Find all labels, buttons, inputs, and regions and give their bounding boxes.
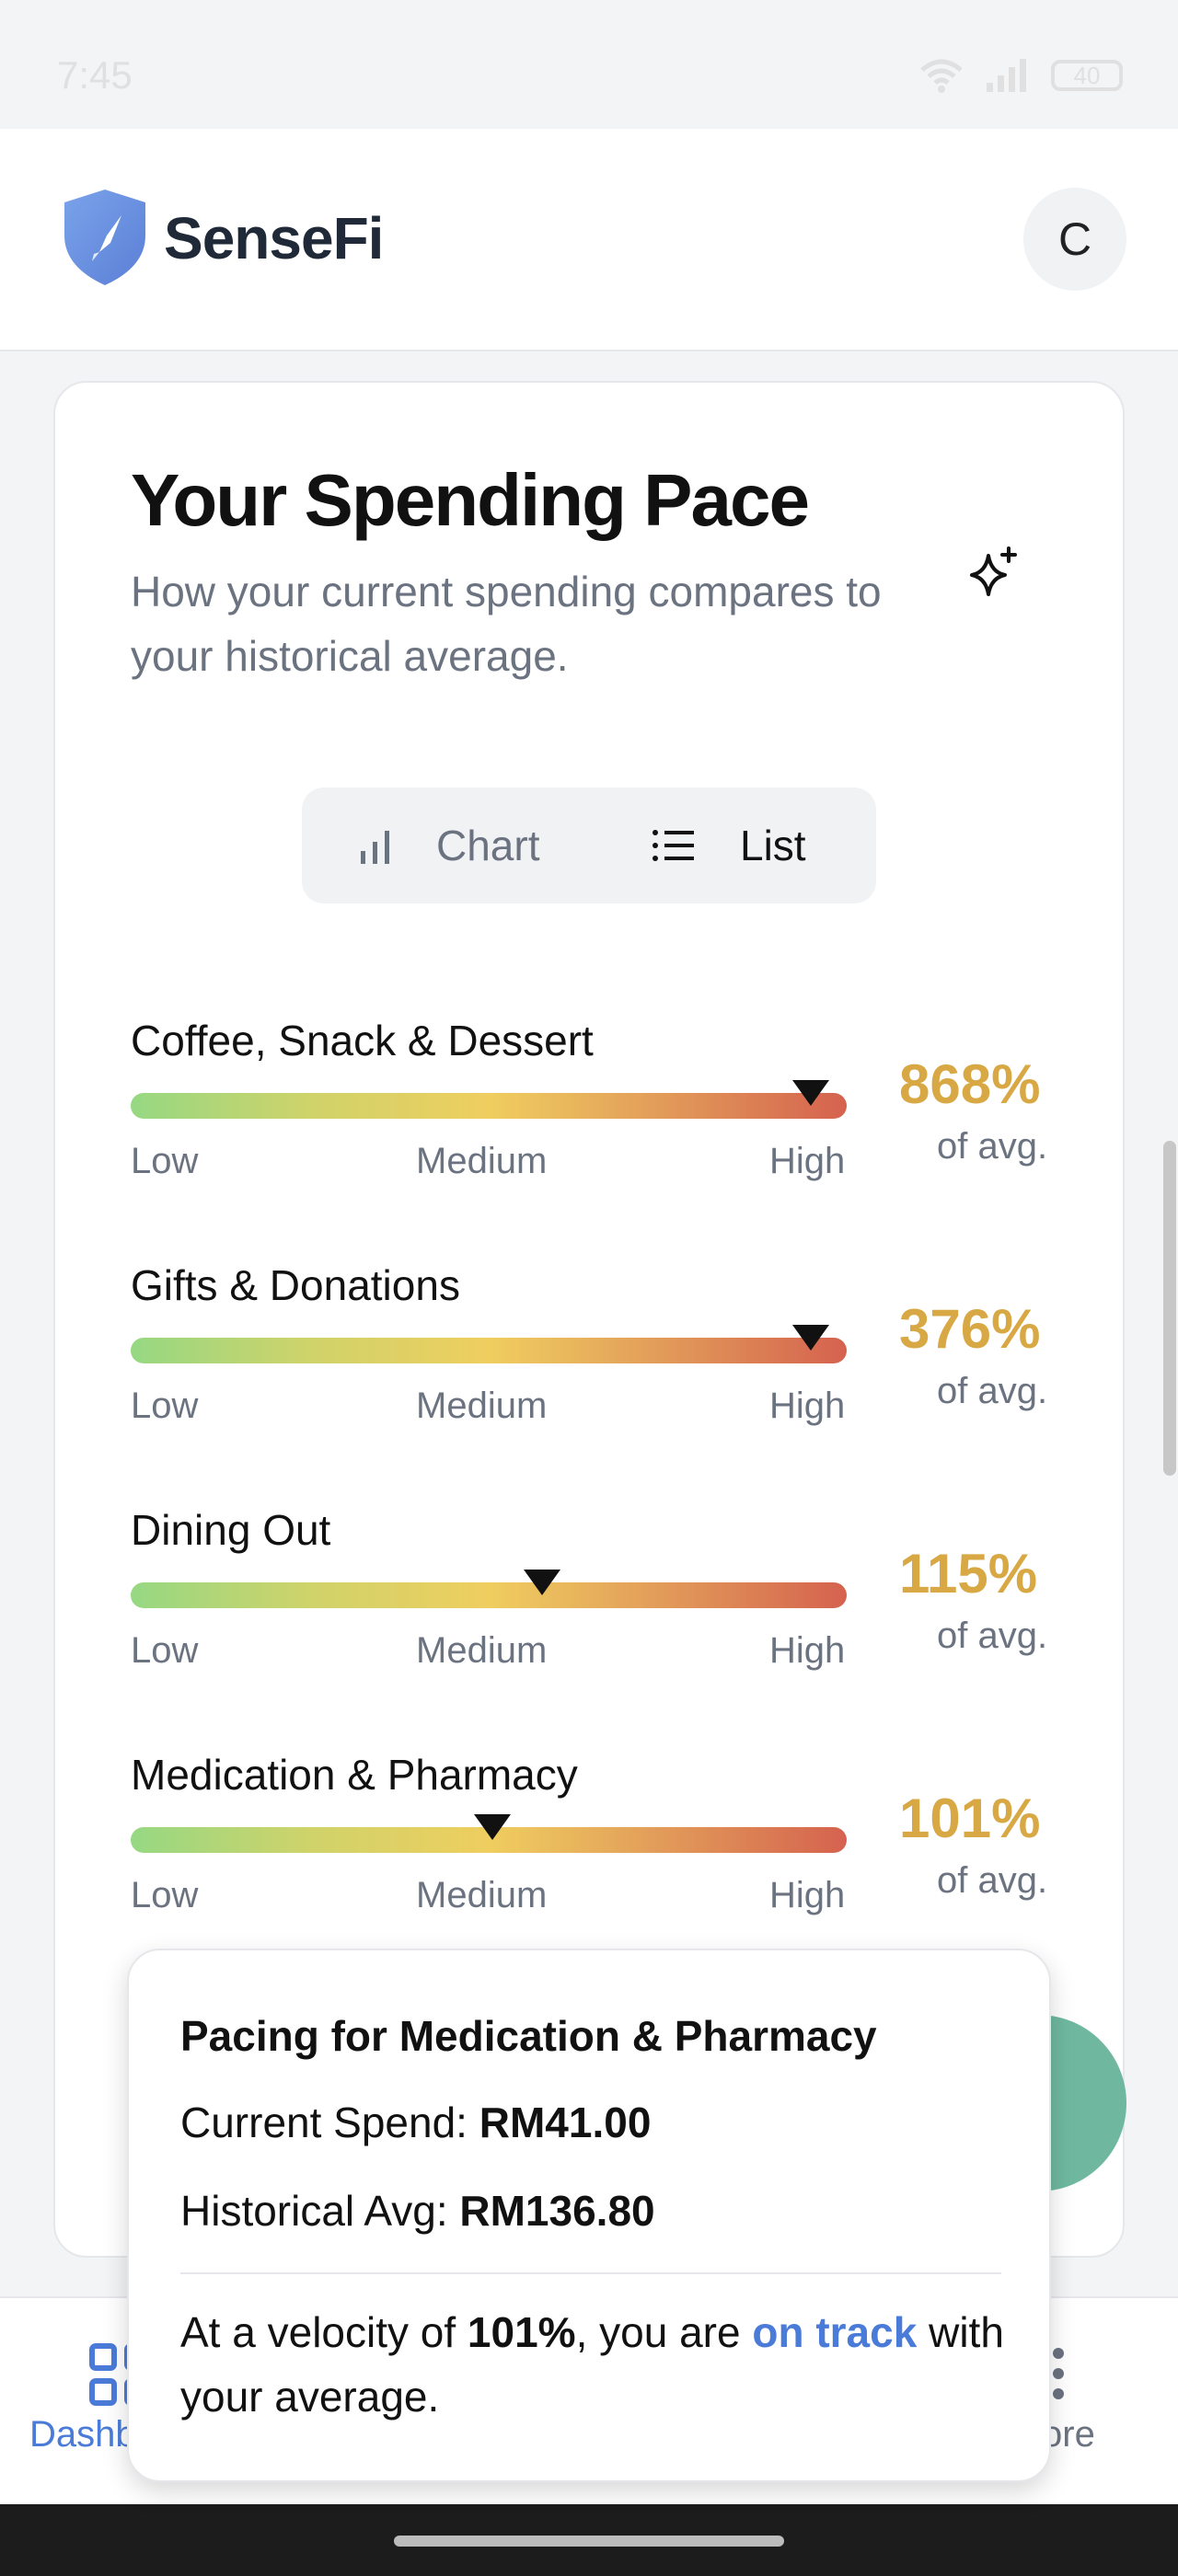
- battery-icon: 40: [1051, 60, 1123, 91]
- of-avg-label: of avg.: [937, 1126, 1048, 1167]
- status-time: 7:45: [57, 53, 133, 97]
- avatar-initial: C: [1057, 213, 1092, 265]
- app-header: SenseFi C: [0, 129, 1178, 351]
- avatar[interactable]: C: [1023, 188, 1126, 291]
- level-medium-label: Medium: [416, 1141, 548, 1181]
- status-bar: 7:45 40: [0, 0, 1178, 129]
- tooltip-historical-avg: Historical Avg: RM136.80: [180, 2186, 655, 2236]
- shield-logo-icon: [64, 190, 145, 285]
- level-low-label: Low: [131, 1630, 199, 1671]
- scrollbar-thumb[interactable]: [1163, 1141, 1176, 1476]
- system-home-bar: [0, 2504, 1178, 2576]
- view-toggle: Chart List: [302, 788, 876, 903]
- status-icons: 40: [918, 57, 1123, 94]
- pace-row[interactable]: Medication & Pharmacy Low Medium High 10…: [131, 1750, 1051, 1980]
- pace-bar: [131, 1080, 847, 1119]
- pace-row[interactable]: Gifts & Donations Low Medium High 376% o…: [131, 1260, 1051, 1490]
- toggle-list-button[interactable]: List: [652, 788, 806, 903]
- pace-percent: 376%: [899, 1298, 1041, 1360]
- level-medium-label: Medium: [416, 1875, 548, 1915]
- current-spend-label: Current Spend:: [180, 2099, 468, 2146]
- wifi-icon: [920, 59, 963, 93]
- level-high-label: High: [769, 1141, 846, 1181]
- msg-middle: , you are: [575, 2308, 741, 2356]
- current-spend-value: RM41.00: [479, 2099, 652, 2146]
- level-medium-label: Medium: [416, 1386, 548, 1426]
- more-vertical-icon[interactable]: [1045, 2346, 1071, 2401]
- level-high-label: High: [769, 1386, 846, 1426]
- pace-bar: [131, 1325, 847, 1363]
- category-label: Medication & Pharmacy: [131, 1751, 578, 1799]
- toggle-list-label: List: [740, 822, 806, 869]
- of-avg-label: of avg.: [937, 1860, 1048, 1901]
- historical-avg-label: Historical Avg:: [180, 2187, 448, 2235]
- bar-chart-icon: [361, 831, 389, 864]
- pace-bar: [131, 1570, 847, 1608]
- msg-prefix: At a velocity of: [180, 2308, 456, 2356]
- pace-tooltip: Pacing for Medication & Pharmacy Current…: [127, 1949, 1051, 2482]
- level-high-label: High: [769, 1630, 846, 1671]
- pace-marker: [473, 1814, 511, 1840]
- pace-bar: [131, 1814, 847, 1853]
- historical-avg-value: RM136.80: [459, 2187, 655, 2235]
- level-low-label: Low: [131, 1141, 199, 1181]
- of-avg-label: of avg.: [937, 1371, 1048, 1411]
- tooltip-title: Pacing for Medication & Pharmacy: [180, 2012, 877, 2060]
- nav-dashboard-label[interactable]: Dashb: [29, 2414, 136, 2455]
- tooltip-message: At a velocity of 101%, you are on track …: [180, 2300, 1009, 2429]
- pace-marker: [792, 1080, 830, 1106]
- pace-marker: [524, 1570, 561, 1595]
- card-subtitle: How your current spending compares to yo…: [131, 568, 882, 680]
- pace-row[interactable]: Coffee, Snack & Dessert Low Medium High …: [131, 1016, 1051, 1246]
- signal-icon: [987, 59, 1026, 92]
- level-medium-label: Medium: [416, 1630, 548, 1671]
- list-icon: [653, 830, 694, 861]
- brand-name: SenseFi: [164, 205, 384, 271]
- card-title: Your Spending Pace: [131, 459, 810, 541]
- msg-status: on track: [752, 2308, 918, 2356]
- spending-pace-card: [53, 381, 1125, 2258]
- tooltip-divider: [180, 2272, 1001, 2274]
- pace-marker: [792, 1325, 830, 1351]
- tooltip-current-spend: Current Spend: RM41.00: [180, 2098, 651, 2147]
- pace-percent: 868%: [899, 1053, 1041, 1115]
- level-low-label: Low: [131, 1875, 199, 1915]
- sparkle-icon[interactable]: [968, 546, 1020, 598]
- level-high-label: High: [769, 1875, 846, 1915]
- category-label: Coffee, Snack & Dessert: [131, 1017, 594, 1064]
- msg-suffix: with your average.: [180, 2308, 1004, 2421]
- toggle-chart-label: Chart: [436, 822, 540, 869]
- of-avg-label: of avg.: [937, 1616, 1048, 1656]
- pace-percent: 115%: [899, 1543, 1038, 1604]
- category-label: Gifts & Donations: [131, 1261, 460, 1309]
- level-low-label: Low: [131, 1386, 199, 1426]
- home-indicator[interactable]: [394, 2536, 784, 2547]
- pace-percent: 101%: [899, 1788, 1041, 1849]
- pace-row[interactable]: Dining Out Low Medium High 115% of avg.: [131, 1505, 1051, 1735]
- category-label: Dining Out: [131, 1506, 331, 1554]
- toggle-chart-button[interactable]: Chart: [357, 788, 539, 903]
- msg-velocity: 101%: [467, 2308, 576, 2356]
